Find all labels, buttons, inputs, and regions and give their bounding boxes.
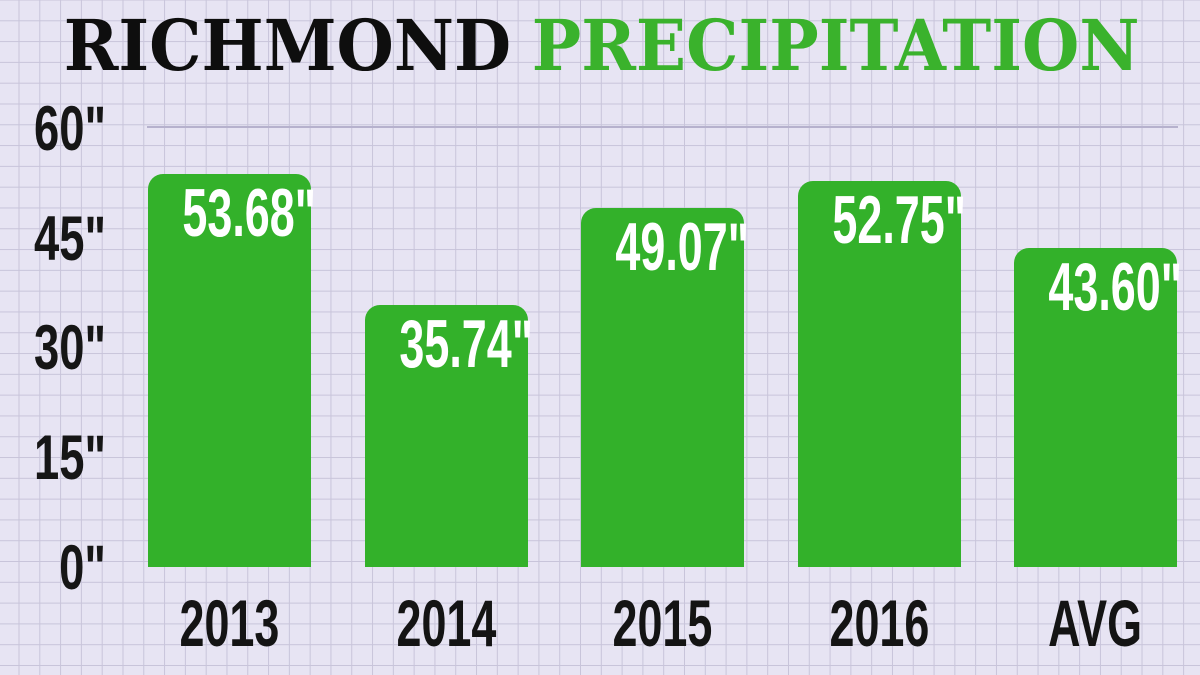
chart-title: RICHMOND PRECIPITATION (0, 0, 1200, 92)
x-axis-label-avg: AVG (988, 590, 1200, 656)
bar-2013: 53.68" (148, 174, 316, 567)
x-axis-label-text: 2016 (829, 586, 929, 660)
bar-value-label: 43.60" (1014, 251, 1182, 323)
x-axis-label-text: AVG (1048, 586, 1143, 660)
y-tick-label: 30" (0, 314, 106, 382)
bar-value-label: 52.75" (798, 184, 966, 256)
y-tick-text: 0" (59, 533, 106, 603)
bar-value-text: 43.60" (1048, 248, 1182, 325)
x-axis-label-text: 2013 (179, 586, 280, 660)
y-tick-text: 30" (34, 313, 106, 384)
x-axis-label-2015: 2015 (555, 590, 771, 656)
bar-2015: 49.07" (581, 207, 749, 567)
bar-value-label: 49.07" (581, 211, 749, 283)
chart-title-text: RICHMOND PRECIPITATION (63, 11, 1139, 81)
bar-2014: 35.74" (364, 305, 533, 567)
bar-value-text: 52.75" (831, 182, 966, 259)
bar-value-text: 49.07" (615, 208, 749, 285)
bar-value-text: 35.74" (398, 306, 533, 383)
gridline-60-inches (147, 126, 1178, 128)
x-axis-label-2013: 2013 (122, 590, 338, 656)
y-tick-text: 45" (34, 203, 106, 274)
y-tick-label: 0" (0, 534, 106, 602)
bar-2016: 52.75" (797, 181, 966, 567)
x-axis-label-2014: 2014 (338, 590, 554, 656)
y-tick-label: 45" (0, 205, 106, 273)
y-tick-text: 15" (34, 423, 106, 494)
title-richmond: RICHMOND (63, 4, 511, 87)
x-axis-label-text: 2015 (612, 586, 713, 660)
bar-value-label: 53.68" (148, 177, 316, 249)
bar-value-text: 53.68" (182, 175, 316, 252)
x-axis-label-text: 2014 (396, 586, 496, 660)
bar-value-label: 35.74" (365, 309, 533, 381)
title-precipitation: PRECIPITATION (531, 4, 1140, 87)
y-tick-label: 15" (0, 424, 106, 492)
bar-avg: 43.60" (1014, 247, 1182, 567)
y-tick-text: 60" (34, 93, 106, 164)
y-tick-label: 60" (0, 95, 106, 163)
x-axis-label-2016: 2016 (771, 590, 987, 656)
